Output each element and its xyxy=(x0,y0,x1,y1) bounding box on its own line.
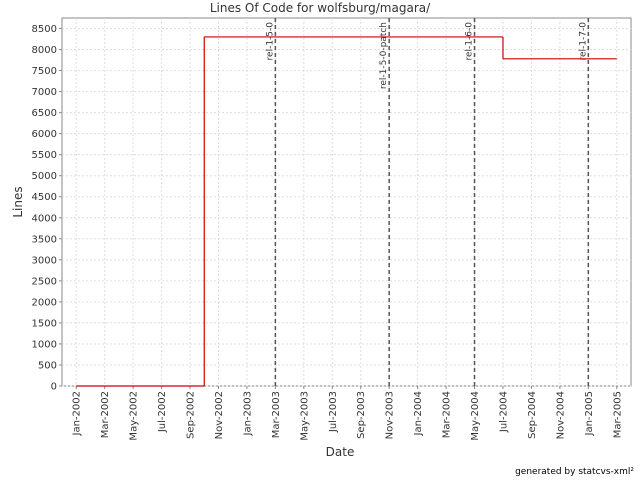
release-label: rel-1-6-0 xyxy=(465,22,475,61)
x-axis-label: Date xyxy=(326,445,355,459)
release-label: rel-1-5-0 xyxy=(265,22,275,61)
y-axis-label: Lines xyxy=(11,186,25,217)
y-tick-label: 6500 xyxy=(32,108,57,119)
y-tick-label: 7500 xyxy=(32,66,57,77)
y-tick-label: 500 xyxy=(38,360,57,371)
release-label: rel-1-5-0-patch xyxy=(379,22,389,89)
x-tick-label: Sep-2002 xyxy=(186,391,197,439)
plot-area xyxy=(61,17,632,387)
y-tick-label: 2500 xyxy=(32,276,57,287)
y-tick-label: 1000 xyxy=(32,339,57,350)
y-tick-label: 0 xyxy=(51,382,57,393)
x-tick-label: Mar-2002 xyxy=(100,391,111,438)
release-label: rel-1-7-0 xyxy=(578,22,588,61)
x-tick-label: Sep-2003 xyxy=(356,391,367,439)
y-tick-label: 5500 xyxy=(32,150,57,161)
x-tick-label: Nov-2002 xyxy=(214,391,225,439)
y-tick-label: 8500 xyxy=(32,24,57,35)
y-tick-label: 3500 xyxy=(32,234,57,245)
y-tick-label: 8000 xyxy=(32,45,57,56)
y-tick-label: 7000 xyxy=(32,87,57,98)
y-tick-label: 4000 xyxy=(32,213,57,224)
x-tick-label: Nov-2003 xyxy=(385,391,396,439)
y-tick-label: 4500 xyxy=(32,192,57,203)
x-tick-label: Nov-2004 xyxy=(555,391,566,439)
y-tick-label: 3000 xyxy=(32,255,57,266)
x-tick-label: Mar-2004 xyxy=(442,391,453,438)
x-tick-label: Jan-2005 xyxy=(584,391,595,436)
chart-title: Lines Of Code for wolfsburg/magara/ xyxy=(210,1,431,15)
x-tick-label: Jul-2003 xyxy=(328,391,339,433)
x-tick-label: Sep-2004 xyxy=(527,391,538,439)
footer: generated by statcvs-xml² xyxy=(515,467,634,477)
y-tick-label: 1500 xyxy=(32,318,57,329)
y-tick-label: 2000 xyxy=(32,297,57,308)
x-tick-label: Jul-2002 xyxy=(157,391,168,433)
x-tick-label: Mar-2005 xyxy=(612,391,623,438)
x-tick-label: Jan-2004 xyxy=(413,391,424,436)
y-tick-label: 6000 xyxy=(32,129,57,140)
x-tick-label: May-2003 xyxy=(299,391,310,441)
x-tick-label: Jan-2002 xyxy=(72,391,83,436)
x-tick-label: May-2002 xyxy=(129,391,140,441)
x-tick-label: Jan-2003 xyxy=(242,391,253,436)
x-tick-label: May-2004 xyxy=(470,391,481,441)
x-tick-label: Mar-2003 xyxy=(271,391,282,438)
y-tick-label: 5000 xyxy=(32,171,57,182)
x-tick-label: Jul-2004 xyxy=(498,391,509,433)
